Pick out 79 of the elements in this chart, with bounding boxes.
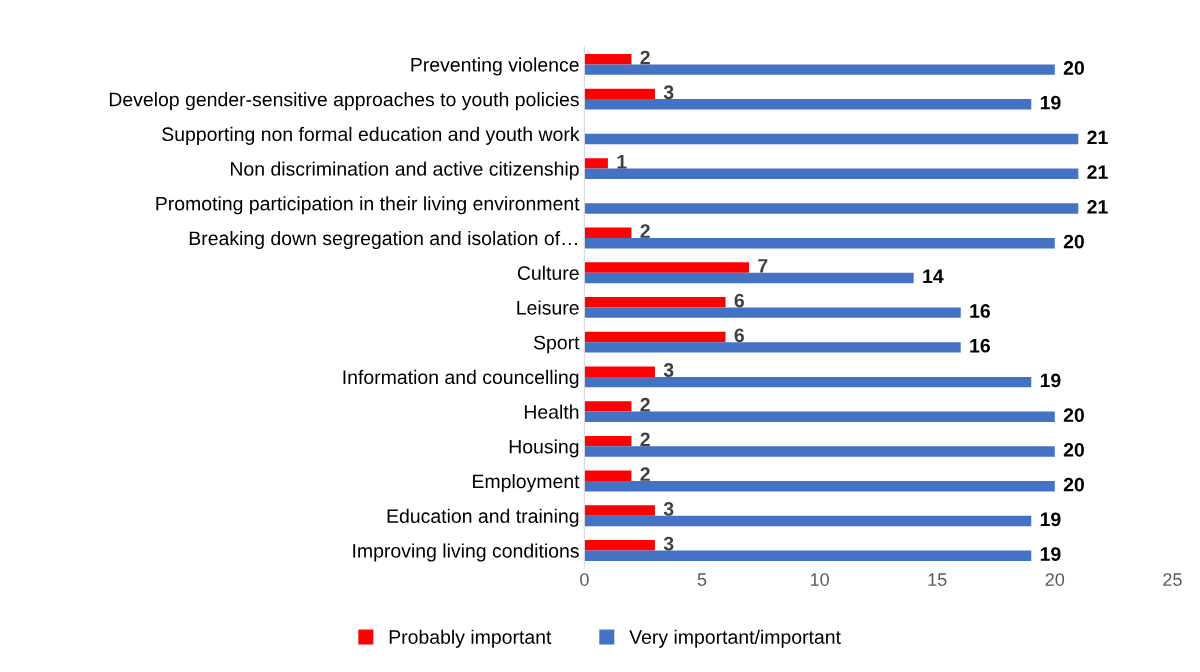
bar [584,227,632,238]
data-label: 2 [640,50,650,65]
bar [584,540,655,551]
bar [584,505,655,516]
bar [584,297,726,308]
bar [584,481,1055,492]
y-tick-label: Improving living conditions [353,543,579,562]
x-tick-label: 10 [810,573,829,586]
bar [584,342,961,353]
data-label: 2 [640,467,650,481]
data-label: 16 [970,304,990,318]
data-label: 19 [1040,95,1061,110]
bar [584,470,632,482]
data-label: 6 [734,328,744,343]
data-label: 20 [1063,442,1084,457]
y-tick-label: Employment [473,473,580,493]
bar [584,401,632,412]
y-tick-label: Breaking down segregation and isolation of… [189,230,577,250]
bar [584,64,1055,75]
data-label: 7 [758,259,768,273]
bar [584,133,1079,145]
bar [584,307,961,318]
y-tick-label: Non discrimination and active citizenship [230,161,579,180]
x-tick-label: 25 [1163,573,1182,586]
bar [584,262,750,273]
data-label: 14 [923,269,944,283]
data-label: 20 [1063,61,1084,75]
y-tick-label: Education and training [387,508,579,527]
data-label: 16 [970,338,990,353]
x-tick-label: 5 [697,573,707,586]
y-tick-label: Information and councelling [343,369,579,388]
bar [584,331,726,343]
data-label: 2 [640,224,650,238]
data-label: 3 [663,502,674,516]
bar [584,446,1055,457]
data-label: 20 [1063,408,1084,423]
y-tick-label: Preventing violence [411,57,579,76]
data-label: 20 [1063,477,1084,492]
data-label: 3 [663,363,674,377]
data-label: 21 [1087,130,1108,145]
y-tick-label: Leisure [517,300,579,315]
bar [584,203,1079,214]
y-tick-label: Health [524,404,579,419]
y-tick-label: Develop gender-sensitive approaches to youth policies [109,92,579,111]
y-tick-label: Housing [509,439,579,458]
data-label: 1 [617,155,627,169]
data-label: 21 [1087,199,1108,214]
data-label: 19 [1040,547,1061,561]
legend-label: Very important/important [629,629,841,648]
data-label: 2 [640,397,650,412]
x-tick-label: 20 [1045,573,1065,586]
x-tick-label: 15 [928,573,947,586]
y-tick-label: Sport [533,335,580,354]
bar [584,168,1079,179]
bar [584,550,1032,561]
bar [584,366,655,377]
data-label: 19 [1040,512,1061,527]
data-label: 2 [640,432,650,447]
bar [584,435,632,447]
y-tick-label: Promoting participation in their living environment [156,196,580,215]
bar [584,272,914,284]
bar [584,376,1032,388]
bar [584,99,1032,110]
x-tick-label: 0 [580,573,589,586]
bar [584,238,1055,249]
bar [584,158,608,169]
y-tick-label: Supporting non formal education and youth work [162,126,580,145]
data-label: 19 [1040,373,1061,388]
legend-label: Probably important [389,629,552,648]
bar [584,515,1032,527]
data-label: 21 [1087,165,1108,179]
bar [584,411,1055,423]
y-tick-label: Culture [517,265,579,280]
data-label: 6 [734,293,744,308]
data-label: 20 [1063,234,1084,249]
data-label: 3 [663,85,674,100]
bar [584,53,632,65]
bar [584,88,655,100]
data-label: 3 [663,536,674,551]
